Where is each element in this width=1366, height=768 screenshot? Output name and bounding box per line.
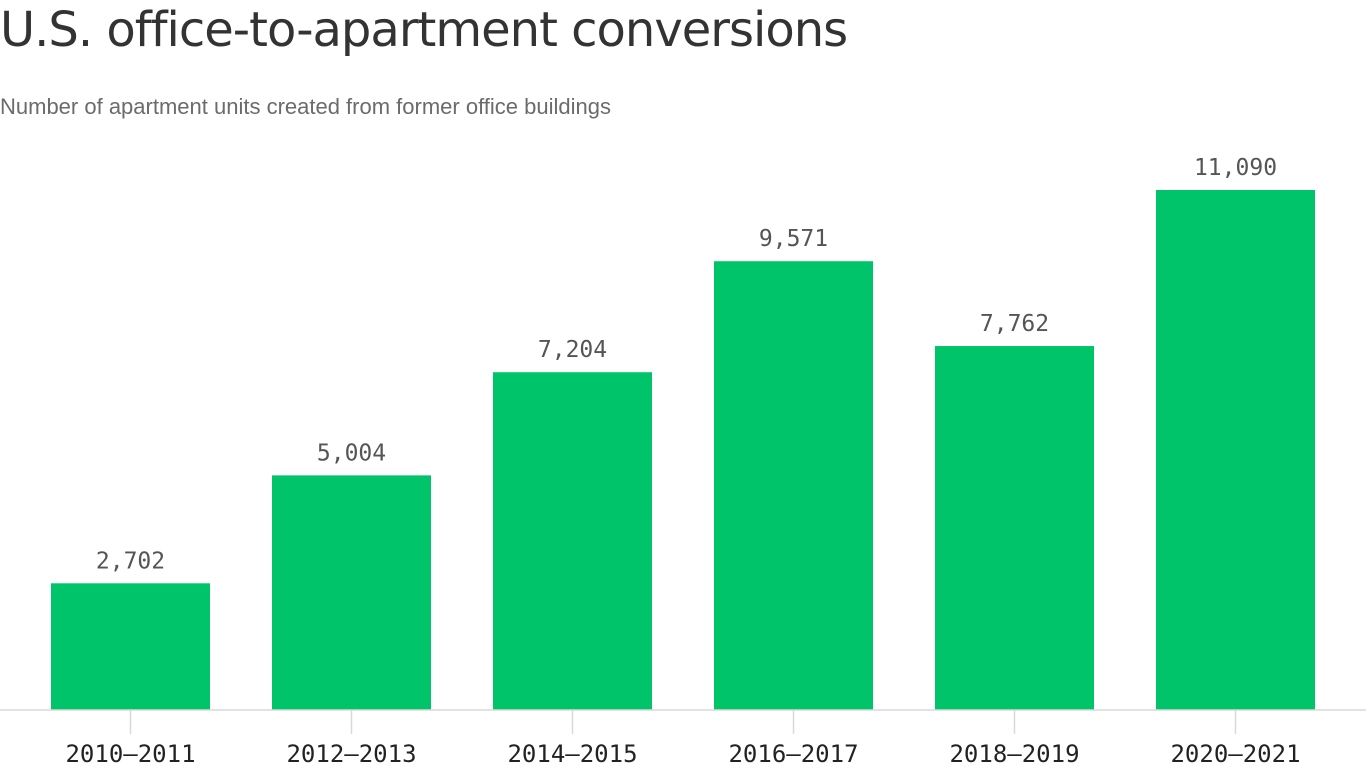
value-labels-group: 2,702 5,004 7,204 9,571 7,762 11,090	[96, 155, 1277, 574]
x-tick-label-2: 2014–2015	[507, 740, 637, 768]
chart-title: U.S. office-to-apartment conversions	[0, 2, 848, 58]
x-axis-labels: 2010–2011 2012–2013 2014–2015 2016–2017 2018…	[65, 740, 1300, 768]
x-axis-ticks	[129, 710, 1237, 734]
bar-value-label-1: 5,004	[317, 440, 386, 466]
bar-value-label-2: 7,204	[538, 337, 607, 363]
bar-value-label-4: 7,762	[980, 311, 1049, 337]
bar-value-label-0: 2,702	[96, 548, 165, 574]
x-tick-label-0: 2010–2011	[65, 740, 195, 768]
bars-group	[51, 190, 1315, 710]
x-tick-label-1: 2012–2013	[286, 740, 416, 768]
bar-1	[272, 475, 431, 710]
x-tick-label-3: 2016–2017	[728, 740, 858, 768]
bar-3	[714, 261, 873, 710]
chart-subtitle: Number of apartment units created from f…	[0, 94, 611, 119]
bar-value-label-3: 9,571	[759, 226, 828, 252]
x-tick-label-4: 2018–2019	[949, 740, 1079, 768]
bar-value-label-5: 11,090	[1194, 155, 1277, 181]
x-tick-label-5: 2020–2021	[1170, 740, 1300, 768]
bar-2	[493, 372, 652, 710]
bar-4	[935, 346, 1094, 710]
bar-0	[51, 583, 210, 710]
bar-5	[1156, 190, 1315, 710]
